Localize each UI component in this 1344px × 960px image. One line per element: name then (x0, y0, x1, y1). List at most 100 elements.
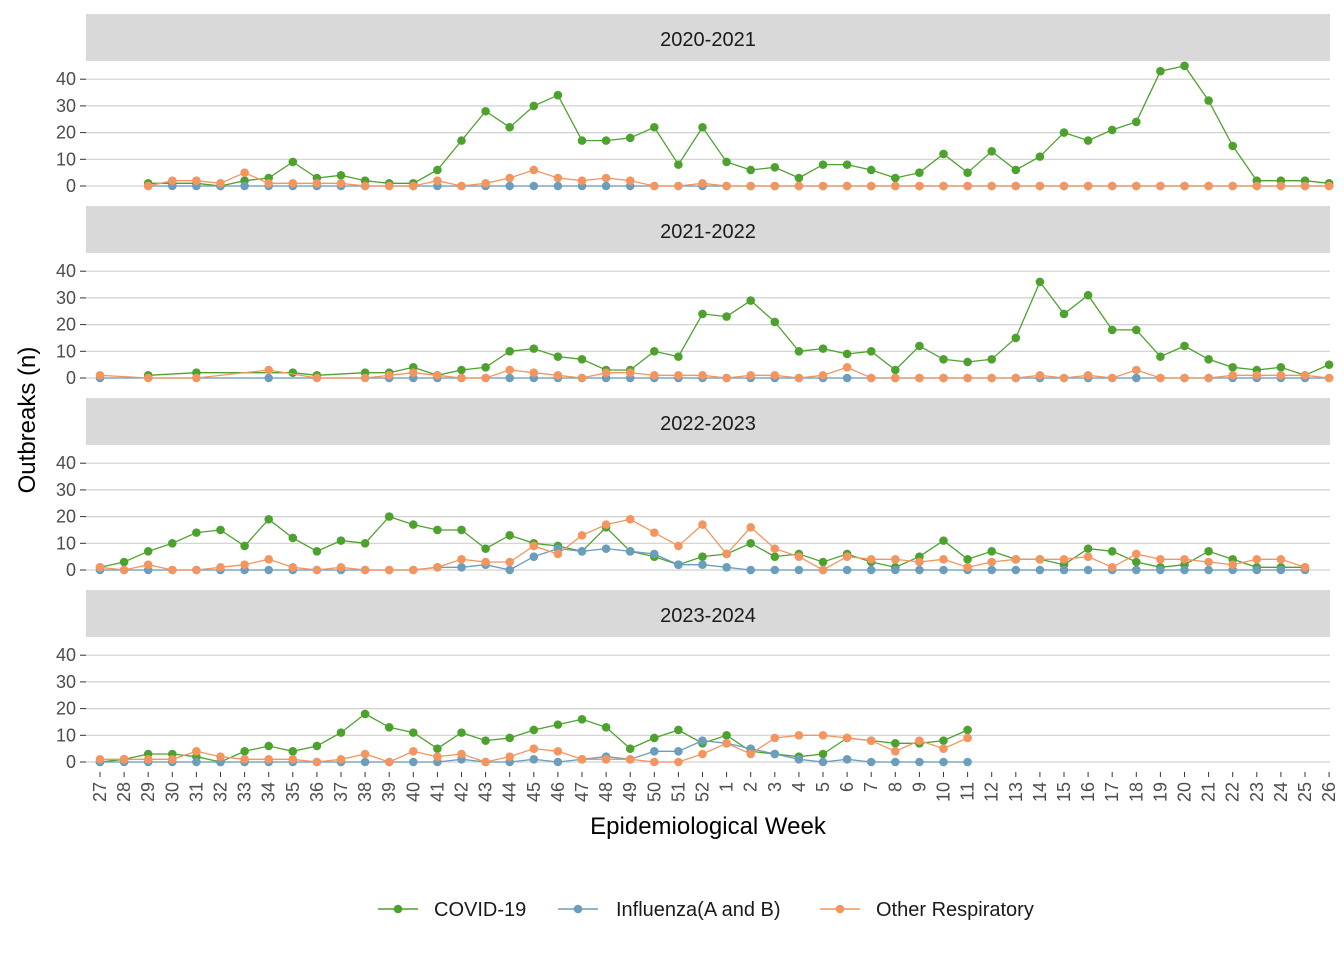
point-flu (650, 549, 659, 559)
series-other (143, 165, 1334, 191)
legend-label: Other Respiratory (876, 899, 1034, 921)
y-tick-label: 20 (56, 123, 76, 143)
point-other (1300, 371, 1310, 380)
point-other (409, 565, 418, 575)
point-other (336, 179, 346, 188)
point-other (891, 181, 900, 191)
point-other (625, 176, 635, 185)
point-covid (312, 741, 322, 751)
point-covid (1204, 355, 1213, 364)
point-other (1132, 549, 1141, 559)
x-axis: 27 28 29 30 31 32 33 34 35 36 37 38 39 40 41 42 43 44 45 46… (90, 772, 1339, 802)
point-covid (625, 133, 635, 143)
point-other (601, 520, 611, 529)
point-other (240, 755, 249, 764)
panel-2021-2022: 2021-2022 0 10 20 30 40 (56, 206, 1334, 388)
series-line-other (99, 366, 1330, 379)
point-other (288, 755, 298, 764)
point-other (1035, 371, 1045, 380)
x-tick-label: 43 (476, 782, 496, 802)
point-covid (770, 552, 780, 561)
point-flu (1276, 565, 1286, 575)
point-covid (505, 530, 514, 540)
point-flu (746, 565, 755, 575)
point-other (866, 736, 876, 745)
point-covid (1180, 341, 1189, 351)
y-tick-label: 40 (56, 261, 76, 281)
point-covid (240, 541, 249, 551)
point-covid (987, 547, 996, 556)
point-covid (674, 160, 683, 169)
point-other (1300, 181, 1310, 191)
panel-strip-label: 2021-2022 (660, 221, 756, 243)
panel-strip-label: 2023-2024 (660, 605, 756, 627)
point-other (457, 181, 466, 191)
point-flu (577, 547, 587, 556)
y-tick-label: 10 (56, 533, 76, 553)
point-covid (481, 736, 490, 745)
point-other (312, 565, 322, 575)
point-flu (915, 565, 924, 575)
point-flu (794, 755, 804, 764)
point-covid (577, 355, 587, 364)
point-covid (1324, 360, 1334, 369)
y-tick-label: 0 (66, 176, 76, 196)
y-axis-title: Outbreaks (n) (14, 347, 41, 494)
point-flu (1132, 373, 1141, 383)
point-other (505, 365, 514, 375)
point-other (216, 752, 225, 761)
x-tick-label: 8 (885, 782, 905, 792)
point-covid (312, 547, 322, 556)
point-other (818, 181, 828, 191)
point-other (794, 373, 804, 383)
point-covid (288, 368, 298, 377)
point-other (1180, 555, 1189, 564)
point-other (264, 555, 274, 564)
point-flu (722, 563, 731, 572)
y-tick-label: 10 (56, 149, 76, 169)
point-other (95, 371, 105, 380)
point-other (987, 557, 996, 567)
point-flu (987, 565, 996, 575)
point-flu (360, 757, 370, 767)
point-other (1324, 181, 1334, 191)
point-other (360, 373, 370, 383)
point-other (360, 749, 370, 759)
x-tick-label: 30 (162, 782, 182, 802)
point-other (915, 736, 924, 745)
point-covid (1204, 547, 1213, 556)
x-tick-label: 16 (1078, 782, 1098, 802)
point-other (1276, 181, 1286, 191)
panel-2022-2023: 2022-2023 0 10 20 30 40 (56, 398, 1330, 580)
point-other (384, 371, 394, 380)
point-other (433, 176, 442, 185)
point-covid (722, 731, 731, 740)
point-other (915, 373, 924, 383)
y-tick-label: 20 (56, 315, 76, 335)
x-tick-label: 21 (1199, 782, 1219, 802)
point-other (746, 749, 755, 759)
point-other (553, 549, 563, 559)
point-other (1059, 181, 1069, 191)
point-other (601, 368, 611, 377)
point-covid (1132, 325, 1141, 335)
point-other (1276, 555, 1286, 564)
point-other (529, 165, 539, 175)
point-covid (794, 173, 804, 183)
point-other (553, 173, 563, 183)
point-covid (1132, 557, 1141, 567)
point-other (433, 371, 442, 380)
point-other (674, 181, 683, 191)
point-other (1083, 552, 1093, 561)
x-tick-label: 9 (909, 782, 929, 792)
point-covid (939, 149, 948, 159)
point-covid (1059, 128, 1069, 137)
panel-area (86, 253, 1330, 388)
point-flu (529, 181, 539, 191)
x-tick-label: 23 (1247, 782, 1267, 802)
point-other (915, 557, 924, 567)
point-other (312, 757, 322, 767)
point-other (1035, 181, 1045, 191)
point-flu (698, 736, 707, 745)
legend-item-covid: COVID-19 (378, 899, 526, 921)
